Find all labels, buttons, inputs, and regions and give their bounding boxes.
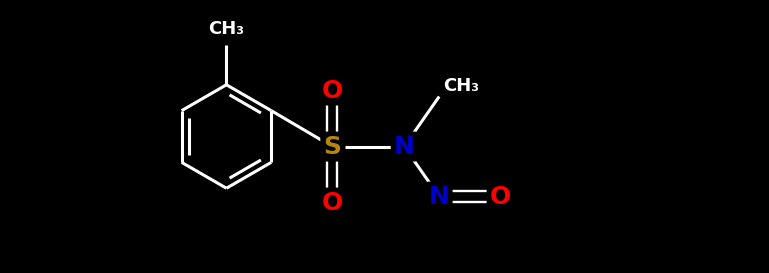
Text: N: N (429, 185, 450, 209)
Text: CH₃: CH₃ (208, 20, 245, 38)
Text: N: N (394, 135, 414, 159)
Text: O: O (321, 79, 343, 103)
Text: O: O (490, 185, 511, 209)
Text: CH₃: CH₃ (444, 78, 479, 95)
Text: S: S (323, 135, 341, 159)
Text: O: O (321, 191, 343, 215)
